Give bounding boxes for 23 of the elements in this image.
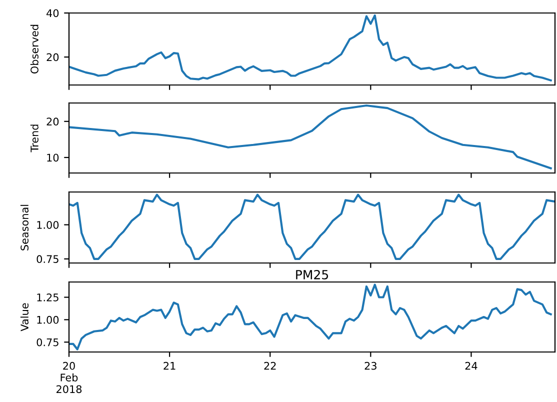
line-series (69, 14, 552, 82)
line-series (69, 104, 552, 170)
y-axis-title: Trend (30, 124, 38, 152)
y-tick-label: 1.25 (37, 293, 58, 302)
y-tick-label: 1.00 (37, 220, 59, 229)
y-tick-label: 20 (46, 118, 59, 126)
chart-title: PM25 (296, 270, 328, 280)
x-tick-label: 24 (465, 362, 478, 370)
y-axis-title: Seasonal (20, 204, 29, 250)
x-tick-label: 20 Feb 2018 (56, 362, 82, 394)
x-tick-label: 21 (164, 362, 176, 370)
y-tick-label: 1.00 (37, 316, 59, 324)
y-axis-title: Observed (30, 24, 38, 74)
line-series (69, 194, 555, 260)
y-axis-title: Value (20, 303, 29, 332)
y-tick-label: 10 (47, 154, 59, 162)
y-tick-label: 40 (46, 9, 59, 18)
y-tick-label: 0.75 (36, 338, 58, 346)
y-tick-label: 0.75 (36, 255, 58, 264)
line-series (69, 284, 552, 350)
x-tick-label: 23 (364, 362, 376, 370)
y-tick-label: 20 (46, 53, 59, 62)
x-tick-label: 22 (264, 362, 276, 370)
